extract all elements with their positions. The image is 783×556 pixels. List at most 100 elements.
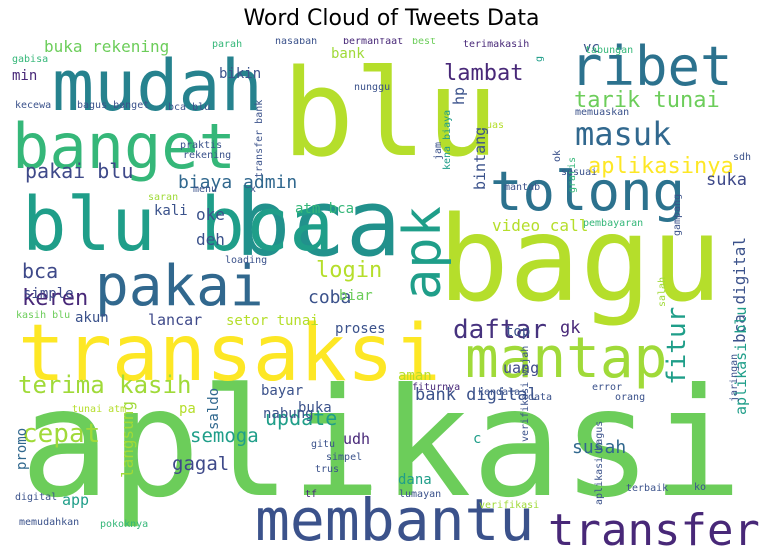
word-115: tf — [305, 489, 317, 500]
word-35: buka rekening — [44, 38, 169, 56]
word-19: cepat — [22, 419, 100, 449]
word-46: uang — [503, 359, 539, 377]
word-99: salah — [657, 277, 668, 307]
word-70: nasabah — [275, 38, 317, 47]
word-69: c — [473, 431, 481, 447]
word-26: semoga — [190, 425, 259, 447]
word-28: bca — [22, 259, 58, 283]
word-105: error — [592, 382, 622, 393]
chart-title: Word Cloud of Tweets Data — [243, 6, 540, 31]
word-122: pokoknya — [100, 519, 148, 530]
word-16: terima kasih — [18, 371, 191, 399]
word-43: deh — [196, 230, 225, 249]
word-118: lumayan — [399, 489, 441, 500]
word-34: bca digital — [730, 237, 749, 343]
word-116: nyaman — [336, 482, 372, 493]
word-114: digital — [15, 492, 57, 503]
word-24: keren — [22, 286, 88, 311]
word-111: trus — [315, 464, 339, 475]
word-120: aplikasi bagus — [594, 421, 605, 505]
word-104: data — [528, 392, 552, 403]
word-67: vc — [583, 40, 600, 56]
word-1: bagu — [438, 190, 722, 328]
word-48: bikin — [219, 66, 261, 82]
word-21: aplikasinya — [588, 154, 734, 179]
word-36: aplikasi blu — [732, 307, 750, 415]
word-119: verifikasi — [479, 500, 539, 511]
word-32: susah — [572, 437, 626, 458]
word-54: biar — [339, 288, 373, 304]
word-47: bank — [331, 46, 365, 62]
word-23: login — [316, 258, 382, 283]
word-78: bagus banget — [77, 100, 149, 111]
word-9: mantap — [465, 326, 667, 391]
word-68: min — [12, 68, 37, 84]
word-62: udh — [343, 430, 370, 448]
word-12: apk — [393, 206, 453, 300]
word-117: terbaik — [626, 483, 668, 494]
word-103: kendala — [478, 387, 520, 398]
word-121: memudahkan — [19, 517, 79, 528]
word-7: banget — [12, 110, 236, 183]
word-45: lancar — [148, 311, 202, 329]
word-74: tabungan — [585, 45, 633, 56]
word-27: gagal — [172, 453, 229, 475]
word-85: puas — [480, 120, 504, 131]
word-10: pakai — [95, 254, 264, 319]
word-50: kali — [154, 203, 188, 219]
word-39: langsung — [118, 401, 137, 478]
word-52: simple — [23, 286, 74, 302]
word-13: ribet — [570, 38, 733, 98]
word-106: orang — [615, 392, 645, 403]
word-63: dana — [398, 472, 432, 488]
word-5: blu bca — [22, 182, 334, 268]
word-8: membantu — [255, 486, 534, 548]
word-88: gratis — [567, 157, 578, 193]
word-11: tolong — [490, 160, 685, 223]
word-89: praktis — [180, 140, 222, 151]
word-82: nunggu — [354, 82, 390, 93]
word-37: video call — [492, 216, 588, 235]
word-3: transaksi — [18, 309, 441, 399]
word-15: masuk — [575, 115, 671, 153]
word-91: saran — [148, 192, 178, 203]
word-53: akun — [75, 310, 109, 326]
word-25: update — [265, 406, 337, 430]
word-18: fitur — [662, 307, 692, 385]
word-20: tarik tunai — [574, 88, 720, 113]
word-cloud-frame: aplikasi bagu blu transaksi bca blu bca mudah b… — [12, 38, 772, 548]
word-100: loading — [225, 255, 267, 266]
word-51: atm bca — [295, 201, 354, 217]
word-101: kasih blu — [16, 310, 70, 321]
word-4: bca — [235, 170, 401, 277]
word-6: mudah — [52, 45, 263, 127]
word-109: simpel — [326, 452, 362, 463]
word-112: verifikasi wajah — [520, 346, 531, 442]
word-64: app — [62, 491, 89, 509]
word-76: gabisa — [12, 54, 48, 65]
word-41: suka — [706, 170, 747, 190]
word-84: memuaskan — [575, 107, 629, 118]
word-0: aplikasi — [20, 357, 742, 531]
word-79: bca blu — [168, 102, 210, 113]
word-17: daftar — [453, 315, 547, 345]
word-92: menu — [193, 184, 217, 195]
word-2: blu — [282, 45, 499, 184]
word-57: bayar — [261, 383, 303, 399]
word-30: biaya admin — [178, 172, 297, 193]
word-96: sdh — [733, 152, 751, 163]
word-80: transfer bank — [254, 100, 265, 178]
word-90: rekening — [183, 150, 231, 161]
word-33: coba — [308, 287, 351, 308]
word-108: gitu — [311, 439, 335, 450]
word-97: pembayaran — [583, 218, 643, 229]
word-66: promo — [14, 428, 30, 470]
word-31: bank digital — [415, 385, 538, 405]
word-110: tunai atm — [72, 404, 126, 415]
word-72: best — [412, 38, 436, 47]
word-65: pa — [179, 401, 196, 417]
word-58: buka — [298, 400, 332, 416]
word-94: mantab — [504, 182, 540, 193]
word-87: ok — [552, 150, 563, 162]
